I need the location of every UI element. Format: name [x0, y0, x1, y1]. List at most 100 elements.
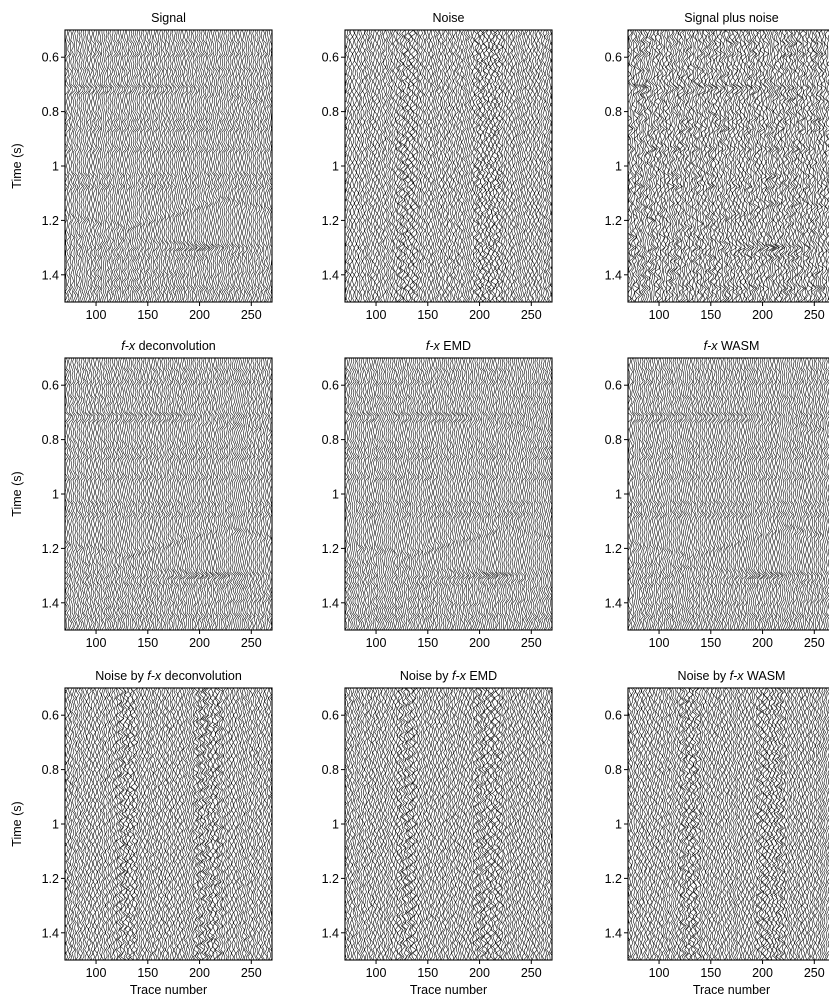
- wiggle-trace: [759, 688, 766, 960]
- wiggle-trace: [689, 358, 695, 630]
- wiggle-trace: [725, 688, 730, 960]
- wiggle-trace: [809, 30, 818, 302]
- wiggle-trace: [801, 688, 806, 960]
- wiggle-trace: [177, 358, 183, 630]
- wiggle-trace: [91, 30, 97, 302]
- y-tick-label: 0.6: [322, 709, 339, 723]
- wiggle-trace: [509, 358, 514, 630]
- wiggle-trace: [721, 688, 726, 960]
- wiggle-trace: [474, 30, 481, 302]
- wiggle-trace: [186, 358, 193, 630]
- wiggle-trace: [684, 688, 692, 960]
- wiggle-trace: [529, 688, 534, 960]
- wiggle-trace: [373, 358, 379, 630]
- wiggle-trace: [719, 688, 724, 960]
- y-tick-label: 0.8: [605, 763, 622, 777]
- wiggle-trace: [103, 358, 109, 630]
- wiggle-trace: [659, 688, 664, 960]
- wiggle-trace: [244, 358, 249, 630]
- wiggle-trace: [519, 688, 523, 960]
- wiggle-trace: [210, 688, 218, 960]
- wiggle-trace: [176, 688, 181, 960]
- y-tick-label: 1.2: [322, 542, 339, 556]
- panel-title: Signal: [151, 11, 186, 25]
- wiggle-trace: [678, 358, 685, 630]
- wiggle-trace: [190, 30, 197, 302]
- wiggle-trace: [211, 358, 217, 630]
- wiggle-trace: [646, 30, 654, 302]
- wiggle-trace: [763, 688, 770, 960]
- wiggle-trace: [667, 30, 675, 302]
- wiggle-trace: [386, 30, 391, 302]
- wiggle-trace: [254, 358, 260, 630]
- wiggle-trace: [261, 688, 266, 960]
- wiggle-trace: [136, 358, 142, 630]
- wiggle-trace: [223, 30, 229, 302]
- wiggle-trace: [394, 30, 399, 302]
- wiggle-trace: [736, 358, 742, 630]
- wiggle-trace: [196, 688, 203, 960]
- wiggle-trace: [677, 688, 682, 960]
- wiggle-trace: [359, 688, 364, 960]
- wiggle-trace: [437, 358, 443, 630]
- wiggle-trace: [351, 688, 356, 960]
- wiggle-trace: [393, 358, 399, 630]
- wiggle-trace: [367, 688, 372, 960]
- wiggle-trace: [134, 30, 140, 302]
- panel-title: f-x WASM: [704, 339, 760, 353]
- wiggle-trace: [375, 358, 380, 630]
- wiggle-trace: [788, 30, 796, 302]
- wiggle-trace: [449, 358, 455, 630]
- wiggle-trace: [228, 688, 233, 960]
- wiggle-trace: [138, 358, 144, 630]
- x-tick-label: 250: [521, 636, 542, 650]
- wiggle-trace: [523, 688, 527, 960]
- wiggle-trace: [166, 688, 171, 960]
- wiggle-trace: [539, 30, 544, 302]
- x-tick-label: 200: [189, 308, 210, 322]
- wiggle-trace: [799, 688, 804, 960]
- wiggle-trace: [385, 358, 390, 630]
- wiggle-trace: [74, 358, 80, 630]
- wiggle-trace: [163, 358, 169, 630]
- wiggle-trace: [460, 30, 465, 302]
- wiggle-trace: [813, 358, 819, 630]
- wiggle-trace: [644, 688, 649, 960]
- wiggle-trace: [703, 358, 709, 630]
- y-tick-label: 1: [615, 818, 622, 832]
- wiggle-trace: [190, 358, 197, 630]
- y-tick-label: 1: [52, 818, 59, 832]
- wiggle-trace: [640, 30, 648, 302]
- wiggle-trace: [401, 688, 409, 960]
- wiggle-trace: [517, 30, 521, 302]
- wiggle-trace: [494, 688, 502, 960]
- wiggle-trace: [659, 30, 666, 302]
- wiggle-trace: [97, 358, 103, 630]
- wiggle-trace: [442, 688, 447, 960]
- wiggle-trace: [506, 30, 511, 302]
- x-tick-label: 200: [752, 636, 773, 650]
- wiggle-trace: [208, 688, 216, 960]
- y-tick-label: 0.6: [42, 379, 59, 393]
- wiggle-trace: [737, 30, 746, 302]
- panel-signal: Signal 0.6 0.8 1 1.2 1.4 100 150 200 250 Time (s): [10, 11, 273, 322]
- wiggle-trace: [644, 30, 652, 302]
- wiggle-trace: [782, 30, 791, 302]
- wiggle-trace: [124, 358, 130, 630]
- wiggle-trace: [648, 30, 656, 302]
- wiggle-trace: [130, 358, 136, 630]
- wiggle-trace: [501, 358, 508, 630]
- wiggle-trace: [77, 688, 82, 960]
- wiggle-trace: [227, 30, 234, 302]
- y-tick-label: 0.8: [42, 105, 59, 119]
- y-tick-label: 1.4: [42, 926, 59, 940]
- wiggle-trace: [476, 688, 483, 960]
- wiggle-trace: [677, 30, 685, 302]
- wiggle-trace: [130, 688, 137, 960]
- wiggle-trace: [800, 358, 806, 630]
- panel-noise-fx-deconvolution: Noise by f-x deconvolution 0.6 0.8 1 1.2 1.4 1…: [10, 669, 273, 997]
- wiggle-trace: [138, 30, 144, 302]
- wiggle-trace: [212, 688, 220, 960]
- wiggle-trace: [541, 30, 546, 302]
- wiggle-trace: [164, 688, 169, 960]
